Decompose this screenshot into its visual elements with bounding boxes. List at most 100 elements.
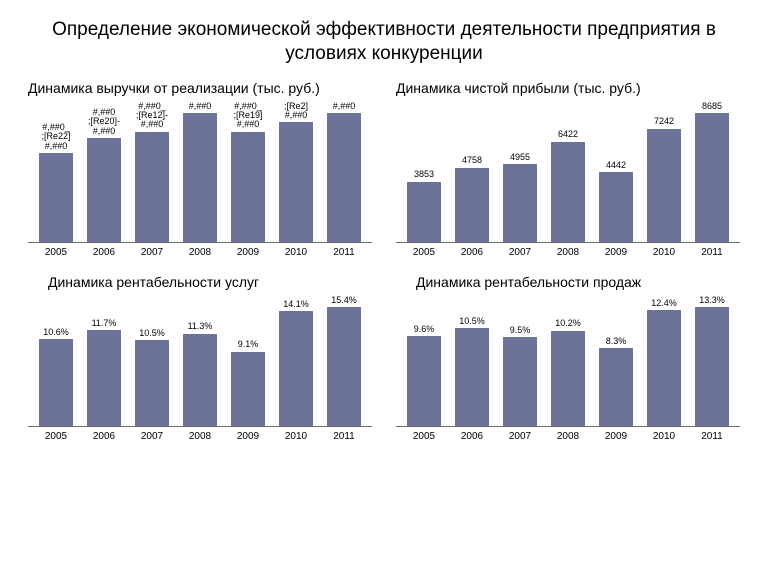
bar-col: #,##0_ ;[Re12]- #,##0: [128, 102, 176, 242]
bar: [455, 168, 489, 242]
chart-net_profit: Динамика чистой прибыли (тыс. руб.)38534…: [396, 80, 740, 258]
bar: [87, 330, 121, 425]
bar-col: 9.1%: [224, 296, 272, 426]
bar-col: 12.4%: [640, 296, 688, 426]
bar-value-label: 10.2%: [555, 319, 581, 328]
bar-col: #,##0_ ;[Re22] #,##0: [32, 102, 80, 242]
bar-value-label: 14.1%: [283, 300, 309, 309]
bar-value-label: 9.5%: [510, 326, 531, 335]
bar-col: 10.5%: [448, 296, 496, 426]
bar-value-label: #,##0_ ;[Re19] #,##0: [233, 102, 262, 130]
x-tick-label: 2011: [320, 247, 368, 258]
bar-col: 9.6%: [400, 296, 448, 426]
bar-col: 10.5%: [128, 296, 176, 426]
chart-title: Динамика рентабельности продаж: [396, 274, 740, 290]
x-axis: 2005200620072008200920102011: [28, 431, 372, 442]
x-tick-label: 2011: [688, 431, 736, 442]
bar-value-label: 11.7%: [92, 319, 117, 328]
bars-container: #,##0_ ;[Re22] #,##0 #,##0 ;[Re20]- #,##0…: [28, 102, 372, 242]
bar-col: 9.5%: [496, 296, 544, 426]
x-tick-label: 2006: [448, 431, 496, 442]
bar-col: 7242: [640, 102, 688, 242]
x-tick-label: 2008: [176, 431, 224, 442]
bar: [183, 334, 217, 426]
bar-value-label: 8.3%: [606, 337, 627, 346]
bar-col: 14.1%: [272, 296, 320, 426]
bar: [279, 122, 313, 241]
chart-revenue: Динамика выручки от реализации (тыс. руб…: [28, 80, 372, 258]
bar: [279, 311, 313, 426]
x-tick-label: 2010: [272, 431, 320, 442]
bar-value-label: 4442: [606, 161, 626, 170]
bar-col: #,##0 ;[Re20]- #,##0: [80, 102, 128, 242]
chart-plot-wrapper: 9.6% 10.5% 9.5% 10.2% 8.3% 12.4%13.3% 20052006…: [396, 296, 740, 442]
bar: [551, 142, 585, 242]
bar: [39, 153, 73, 241]
bar-value-label: 8685: [702, 102, 722, 111]
x-axis: 2005200620072008200920102011: [396, 247, 740, 258]
x-tick-label: 2006: [80, 431, 128, 442]
bar-col: 15.4%: [320, 296, 368, 426]
x-tick-label: 2008: [176, 247, 224, 258]
x-tick-label: 2006: [80, 247, 128, 258]
bar-value-label: 10.5%: [139, 329, 165, 338]
bar: [327, 113, 361, 242]
bar-value-label: 11.3%: [188, 322, 213, 331]
bar-col: #,##0: [320, 102, 368, 242]
bar-value-label: 9.6%: [414, 325, 435, 334]
chart-sales_profitability: Динамика рентабельности продаж9.6%10.5%9…: [396, 274, 740, 442]
bar-value-label: 10.6%: [43, 328, 69, 337]
bar-col: ;[Re2] #,##0: [272, 102, 320, 242]
chart-title: Динамика рентабельности услуг: [28, 274, 372, 290]
bar-col: 11.3%: [176, 296, 224, 426]
x-tick-label: 2010: [640, 431, 688, 442]
bars-container: 9.6% 10.5% 9.5% 10.2% 8.3% 12.4%13.3%: [396, 296, 740, 426]
bar: [599, 348, 633, 425]
x-tick-label: 2009: [592, 247, 640, 258]
chart-plot: #,##0_ ;[Re22] #,##0 #,##0 ;[Re20]- #,##0…: [28, 102, 372, 243]
bar: [503, 164, 537, 241]
x-axis: 2005200620072008200920102011: [396, 431, 740, 442]
bar: [647, 310, 681, 425]
bar-value-label: 7242: [654, 117, 674, 126]
x-tick-label: 2008: [544, 431, 592, 442]
page-title: Определение экономической эффективности …: [28, 18, 740, 66]
x-tick-label: 2007: [128, 431, 176, 442]
bar: [407, 182, 441, 242]
bar-col: 13.3%: [688, 296, 736, 426]
x-tick-label: 2005: [32, 247, 80, 258]
bar: [327, 307, 361, 426]
bar-col: 4758: [448, 102, 496, 242]
bar: [407, 336, 441, 425]
bar-col: 4442: [592, 102, 640, 242]
page: Определение экономической эффективности …: [0, 0, 768, 576]
bar-value-label: 15.4%: [331, 296, 357, 305]
bar-value-label: 9.1%: [238, 340, 259, 349]
bar-col: 11.7%: [80, 296, 128, 426]
bar-value-label: #,##0: [189, 102, 212, 111]
chart-plot: 3853475849556422444272428685: [396, 102, 740, 243]
bars-container: 3853475849556422444272428685: [396, 102, 740, 242]
chart-title: Динамика выручки от реализации (тыс. руб…: [28, 80, 372, 96]
bar-col: #,##0_ ;[Re19] #,##0: [224, 102, 272, 242]
x-tick-label: 2008: [544, 247, 592, 258]
bar-value-label: #,##0_ ;[Re22] #,##0: [41, 123, 70, 151]
x-tick-label: 2005: [400, 247, 448, 258]
x-tick-label: 2009: [224, 431, 272, 442]
bar-value-label: #,##0_ ;[Re12]- #,##0: [136, 102, 168, 130]
x-tick-label: 2007: [128, 247, 176, 258]
bar-col: 6422: [544, 102, 592, 242]
chart-title: Динамика чистой прибыли (тыс. руб.): [396, 80, 740, 96]
bar: [39, 339, 73, 425]
bar: [551, 331, 585, 426]
bar-col: 8685: [688, 102, 736, 242]
chart-plot-wrapper: 10.6% 11.7% 10.5% 11.3% 9.1% 14.1% 15.4% 200520…: [28, 296, 372, 442]
bar-value-label: #,##0 ;[Re20]- #,##0: [88, 108, 120, 136]
chart-plot: 9.6% 10.5% 9.5% 10.2% 8.3% 12.4%13.3%: [396, 296, 740, 427]
x-tick-label: 2005: [400, 431, 448, 442]
x-tick-label: 2007: [496, 431, 544, 442]
x-tick-label: 2009: [592, 431, 640, 442]
bar-col: 10.6%: [32, 296, 80, 426]
bar-value-label: 4758: [462, 156, 482, 165]
chart-plot-wrapper: 3853475849556422444272428685200520062007…: [396, 102, 740, 258]
